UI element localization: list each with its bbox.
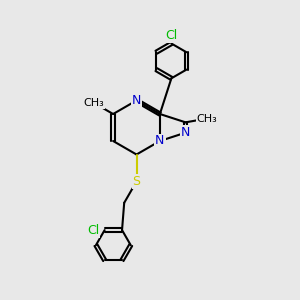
Text: N: N bbox=[132, 94, 141, 107]
Text: Cl: Cl bbox=[165, 28, 178, 42]
Text: S: S bbox=[133, 175, 140, 188]
Text: N: N bbox=[181, 126, 190, 139]
Text: CH₃: CH₃ bbox=[83, 98, 104, 108]
Text: Cl: Cl bbox=[87, 224, 99, 237]
Text: N: N bbox=[155, 134, 165, 148]
Text: CH₃: CH₃ bbox=[196, 114, 217, 124]
